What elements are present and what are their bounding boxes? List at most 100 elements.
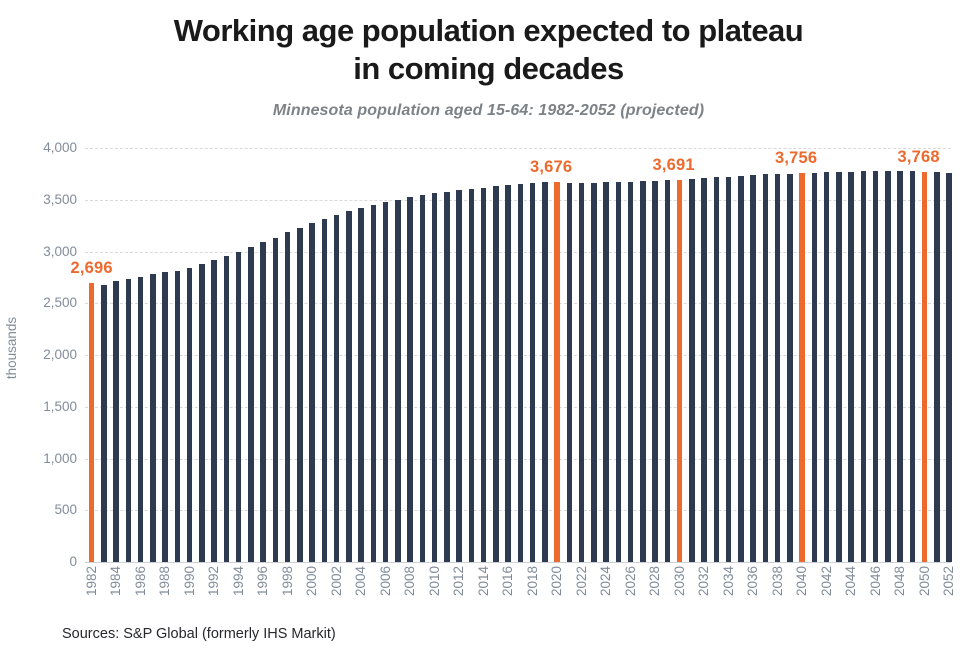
bar-2039	[787, 173, 793, 562]
bar-2038	[774, 173, 781, 562]
x-tick-label-2008: 2008	[402, 566, 418, 597]
bar-1997	[272, 237, 279, 562]
bar-2050	[921, 172, 928, 562]
bar-1983	[101, 284, 107, 562]
bar-1984	[113, 281, 119, 562]
bar-2046	[872, 171, 879, 562]
chart-title-line1: Working age population expected to plate…	[173, 13, 804, 48]
chart-title-line2: in coming decades	[353, 51, 624, 86]
x-tick-label-2022: 2022	[573, 566, 589, 597]
x-tick-label-2050: 2050	[916, 566, 932, 597]
bar-2012	[456, 190, 462, 562]
bar-2052	[946, 172, 952, 562]
x-tick-label-2014: 2014	[475, 566, 491, 597]
x-tick-label-2048: 2048	[892, 566, 908, 597]
x-tick-label-1986: 1986	[132, 566, 148, 597]
bar-2003	[346, 211, 352, 562]
bar-2015	[493, 186, 499, 562]
y-tick-label-1000: 1,000	[43, 450, 77, 466]
x-tick-label-2034: 2034	[720, 566, 736, 597]
x-tick-label-1988: 1988	[157, 566, 173, 597]
x-tick-label-2018: 2018	[524, 566, 540, 597]
bar-2001	[321, 219, 328, 562]
bar-2031	[689, 179, 695, 562]
bar-2021	[566, 182, 573, 562]
bar-1987	[150, 274, 156, 562]
bar-1994	[235, 251, 242, 562]
bar-2032	[701, 178, 707, 562]
bar-2022	[578, 183, 585, 562]
x-tick-label-2040: 2040	[794, 566, 810, 597]
x-tick-label-1994: 1994	[230, 566, 246, 597]
x-tick-label-2030: 2030	[671, 566, 687, 597]
y-tick-label-3500: 3,500	[43, 191, 77, 207]
bar-2045	[860, 171, 867, 562]
bar-2037	[762, 174, 769, 562]
bar-2035	[738, 175, 744, 562]
bar-2041	[811, 172, 818, 562]
bar-2026	[627, 181, 634, 562]
x-tick-label-2012: 2012	[451, 566, 467, 597]
bar-1982	[88, 282, 95, 562]
bar-2006	[382, 202, 389, 562]
x-tick-label-2036: 2036	[745, 566, 761, 597]
bar-2040	[799, 173, 805, 562]
bar-2020	[554, 181, 560, 562]
bar-2043	[836, 172, 842, 562]
x-tick-label-2032: 2032	[696, 566, 712, 597]
bar-2014	[480, 187, 487, 562]
bar-2005	[370, 204, 377, 562]
x-tick-label-2016: 2016	[500, 566, 516, 597]
x-tick-label-2038: 2038	[769, 566, 785, 597]
bar-1988	[162, 272, 168, 562]
bar-2049	[909, 170, 916, 562]
source-note: Sources: S&P Global (formerly IHS Markit…	[62, 626, 336, 642]
bar-2051	[934, 172, 940, 562]
chart-subtitle: Minnesota population aged 15-64: 1982-20…	[272, 102, 705, 119]
x-tick-label-1984: 1984	[108, 566, 124, 597]
x-tick-label-2020: 2020	[549, 566, 565, 597]
bar-2036	[750, 175, 756, 562]
x-tick-label-1992: 1992	[206, 566, 222, 597]
bar-2024	[603, 182, 609, 562]
y-tick-label-3000: 3,000	[43, 243, 77, 259]
bar-1989	[174, 270, 181, 562]
gridline-0	[85, 562, 951, 563]
bar-2009	[419, 195, 426, 562]
bar-1999	[297, 228, 303, 562]
chart-title: Working age population expected to plate…	[0, 12, 977, 88]
x-tick-label-1998: 1998	[279, 566, 295, 597]
bar-2016	[505, 184, 511, 562]
x-tick-label-2046: 2046	[867, 566, 883, 597]
bar-2028	[652, 180, 658, 562]
y-tick-label-2500: 2,500	[43, 295, 77, 311]
x-tick-label-2006: 2006	[377, 566, 393, 597]
bar-2034	[725, 176, 732, 562]
bar-2025	[615, 182, 622, 562]
y-tick-label-4000: 4,000	[43, 140, 77, 155]
bar-2011	[444, 191, 450, 562]
x-tick-label-2042: 2042	[818, 566, 834, 597]
x-tick-label-1982: 1982	[83, 566, 99, 597]
x-tick-label-2000: 2000	[304, 566, 320, 597]
y-tick-label-500: 500	[54, 502, 77, 518]
value-label-2040: 3,756	[774, 149, 818, 168]
y-axis-title: thousands	[4, 316, 19, 380]
bar-1998	[284, 232, 291, 562]
x-tick-label-2004: 2004	[353, 566, 369, 597]
y-tick-label-0: 0	[69, 554, 77, 569]
x-tick-label-2052: 2052	[941, 566, 957, 597]
x-tick-label-2026: 2026	[622, 566, 638, 597]
bar-2004	[358, 208, 364, 562]
bar-1985	[125, 278, 132, 562]
bar-2018	[529, 183, 536, 562]
bar-2010	[431, 193, 438, 562]
bar-2027	[640, 181, 646, 562]
y-tick-label-1500: 1,500	[43, 398, 77, 414]
x-tick-label-2044: 2044	[843, 566, 859, 597]
bar-2017	[517, 184, 524, 562]
bar-1996	[260, 242, 266, 562]
bar-2033	[713, 177, 720, 562]
x-tick-label-1990: 1990	[181, 566, 197, 597]
bar-2023	[591, 182, 597, 562]
